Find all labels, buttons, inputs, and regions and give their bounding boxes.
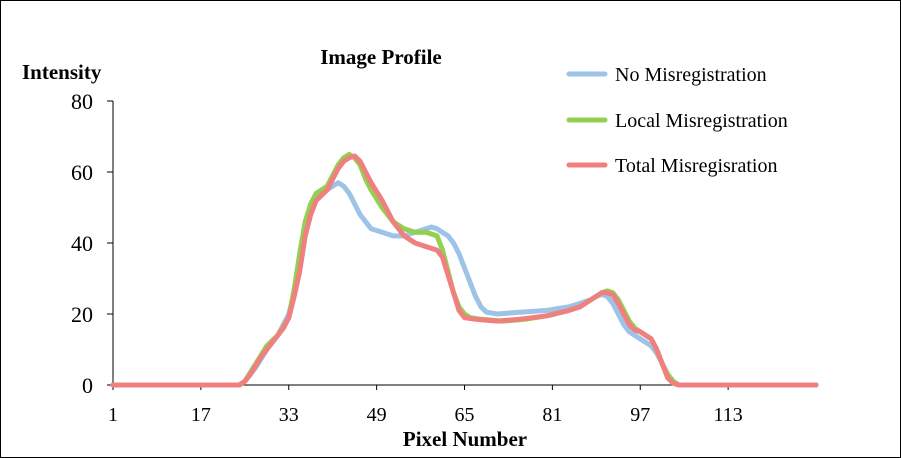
x-tick-label: 113 — [713, 404, 742, 426]
legend-label: No Misregistration — [615, 64, 767, 86]
legend-label: Total Misregisration — [615, 155, 777, 177]
y-tick-label: 0 — [82, 373, 93, 398]
x-axis-label: Pixel Number — [403, 427, 527, 451]
x-tick-label: 33 — [279, 404, 299, 426]
series-line-1 — [110, 180, 819, 388]
y-tick-label: 40 — [71, 231, 93, 256]
y-tick-label: 20 — [71, 302, 93, 327]
chart-title: Image Profile — [320, 45, 442, 69]
series-line-3 — [110, 153, 819, 388]
x-tick-label: 65 — [455, 404, 475, 426]
y-tick-label: 80 — [71, 89, 93, 114]
x-tick-label: 49 — [367, 404, 387, 426]
series-lines — [110, 151, 819, 388]
x-ticks: 1 17 33 49 65 81 97 113 — [108, 385, 743, 426]
legend-label: Local Misregistration — [615, 110, 788, 132]
y-ticks: 0 20 40 60 80 — [71, 89, 113, 398]
legend: No Misregistration Local Misregistration T… — [566, 64, 788, 177]
x-tick-label: 81 — [542, 404, 562, 426]
y-axis-label: Intensity — [22, 60, 102, 84]
x-tick-label: 97 — [630, 404, 650, 426]
x-tick-label: 1 — [108, 404, 118, 426]
x-tick-label: 17 — [191, 404, 211, 426]
y-tick-label: 60 — [71, 160, 93, 185]
